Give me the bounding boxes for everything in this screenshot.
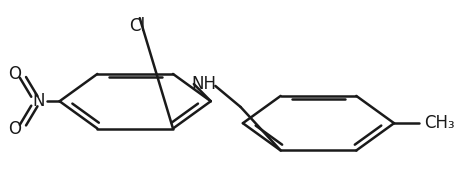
Text: O: O [8, 65, 21, 83]
Text: N: N [33, 92, 45, 110]
Text: O: O [8, 120, 21, 138]
Text: NH: NH [191, 75, 216, 93]
Text: CH₃: CH₃ [424, 114, 455, 132]
Text: Cl: Cl [129, 17, 146, 35]
